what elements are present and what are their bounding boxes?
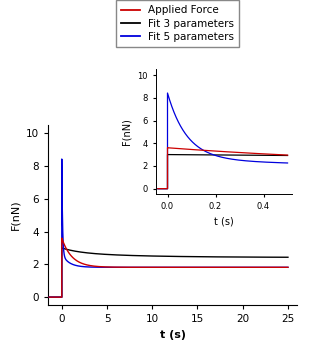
X-axis label: t (s): t (s) [214, 217, 234, 227]
Y-axis label: F(nN): F(nN) [122, 118, 132, 145]
X-axis label: t (s): t (s) [160, 330, 186, 340]
Legend: Applied Force, Fit 3 parameters, Fit 5 parameters: Applied Force, Fit 3 parameters, Fit 5 p… [116, 0, 239, 47]
Y-axis label: F(nN): F(nN) [11, 200, 21, 230]
